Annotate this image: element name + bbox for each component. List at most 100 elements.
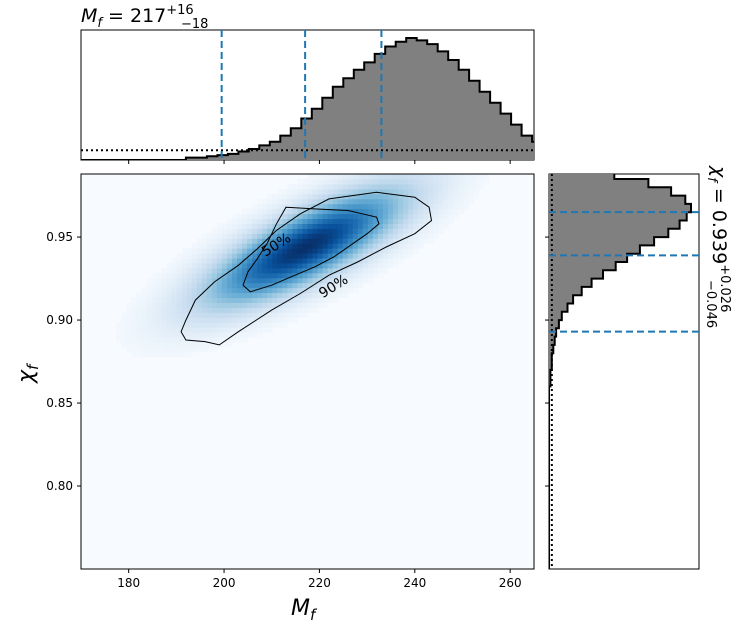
heatmap-cell <box>428 208 434 215</box>
heatmap-cell <box>337 174 344 180</box>
heatmap-cell <box>352 208 359 215</box>
heatmap-cell <box>257 248 263 254</box>
heatmap-cell <box>332 248 339 254</box>
heatmap-cell <box>131 307 137 313</box>
heatmap-cell <box>242 322 248 328</box>
heatmap-cell <box>347 174 354 180</box>
heatmap-cell <box>201 292 208 299</box>
heatmap-cell <box>292 267 299 274</box>
heatmap-cell <box>151 327 158 333</box>
heatmap-cell <box>342 198 349 205</box>
heatmap-cell <box>161 307 168 313</box>
heatmap-cell <box>312 233 319 239</box>
heatmap-cell <box>186 317 193 323</box>
heatmap-cell <box>136 297 142 303</box>
heatmap-cell <box>287 302 293 308</box>
heatmap-cell <box>438 193 444 200</box>
heatmap-cell <box>282 218 288 224</box>
heatmap-cell <box>287 233 293 239</box>
heatmap-cell <box>473 174 480 180</box>
heatmap-cell <box>443 208 450 215</box>
heatmap-cell <box>408 208 414 215</box>
heatmap-cell <box>232 238 238 244</box>
heatmap-cell <box>377 208 384 215</box>
heatmap-cell <box>226 332 233 338</box>
heatmap-cell <box>277 267 283 274</box>
heatmap-cell <box>196 287 203 294</box>
heatmap-cell <box>327 193 334 200</box>
heatmap-cell <box>297 178 304 185</box>
heatmap-cell <box>151 346 158 353</box>
heatmap-cell <box>247 248 253 254</box>
x-tick-label: 240 <box>403 576 426 590</box>
heatmap-cell <box>191 272 198 279</box>
heatmap-cell <box>272 218 278 224</box>
heatmap-cell <box>237 307 243 313</box>
heatmap-cell <box>408 248 414 254</box>
heatmap-cell <box>287 262 293 269</box>
heatmap-cell <box>151 282 158 289</box>
heatmap-cell <box>196 277 203 284</box>
heatmap-cell <box>151 297 158 303</box>
heatmap-cell <box>121 312 127 318</box>
heatmap-cell <box>423 203 429 210</box>
heatmap-cell <box>252 262 258 269</box>
heatmap-cell <box>136 292 142 299</box>
heatmap-cell <box>322 253 329 259</box>
heatmap-cell <box>146 297 153 303</box>
heatmap-cell <box>297 188 304 195</box>
heatmap-cell <box>408 228 414 234</box>
heatmap-cell <box>277 243 283 249</box>
heatmap-cell <box>201 287 208 294</box>
heatmap-cell <box>141 312 148 318</box>
heatmap-cell <box>453 188 460 195</box>
heatmap-cell <box>357 282 364 289</box>
heatmap-cell <box>216 228 223 234</box>
heatmap-cell <box>292 188 299 195</box>
heatmap-cell <box>413 213 419 220</box>
heatmap-cell <box>136 302 142 308</box>
heatmap-cell <box>181 317 188 323</box>
heatmap-cell <box>221 248 228 254</box>
heatmap-cell <box>257 233 263 239</box>
heatmap-cell <box>307 292 314 299</box>
heatmap-cell <box>216 287 223 294</box>
heatmap-cell <box>171 267 178 274</box>
heatmap-cell <box>388 174 394 180</box>
heatmap-cell <box>237 297 243 303</box>
heatmap-cell <box>317 193 324 200</box>
contour-50-line <box>242 206 380 293</box>
heatmap-cell <box>443 178 450 185</box>
heatmap-cell <box>362 188 369 195</box>
heatmap-cell <box>352 257 359 264</box>
heatmap-cell <box>232 297 238 303</box>
heatmap-cell <box>247 292 253 299</box>
heatmap-cell <box>221 228 228 234</box>
heatmap-cell <box>398 233 404 239</box>
heatmap-cell <box>357 183 364 190</box>
heatmap-cell <box>388 188 394 195</box>
heatmap-cell <box>221 292 228 299</box>
heatmap-cell <box>267 228 273 234</box>
heatmap-cell <box>473 178 480 185</box>
heatmap-cell <box>322 262 329 269</box>
heatmap-cell <box>332 297 339 303</box>
heatmap-cell <box>398 203 404 210</box>
heatmap-cell <box>307 223 314 229</box>
heatmap-cell <box>423 223 429 229</box>
heatmap-cell <box>408 188 414 195</box>
heatmap-cell <box>216 317 223 323</box>
heatmap-cell <box>413 248 419 254</box>
heatmap-cell <box>377 262 384 269</box>
heatmap-cell <box>247 312 253 318</box>
heatmap-cell <box>408 183 414 190</box>
heatmap-cell <box>292 287 299 294</box>
heatmap-cell <box>408 174 414 180</box>
heatmap-cell <box>342 253 349 259</box>
heatmap-cell <box>302 233 309 239</box>
heatmap-cell <box>292 208 299 215</box>
heatmap-cell <box>408 198 414 205</box>
heatmap-cell <box>297 257 304 264</box>
heatmap-cell <box>221 327 228 333</box>
heatmap-cell <box>166 267 173 274</box>
